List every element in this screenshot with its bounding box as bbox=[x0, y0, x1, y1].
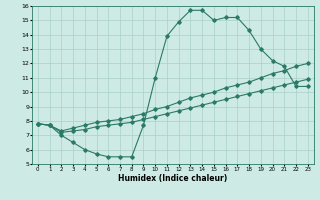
X-axis label: Humidex (Indice chaleur): Humidex (Indice chaleur) bbox=[118, 174, 228, 183]
